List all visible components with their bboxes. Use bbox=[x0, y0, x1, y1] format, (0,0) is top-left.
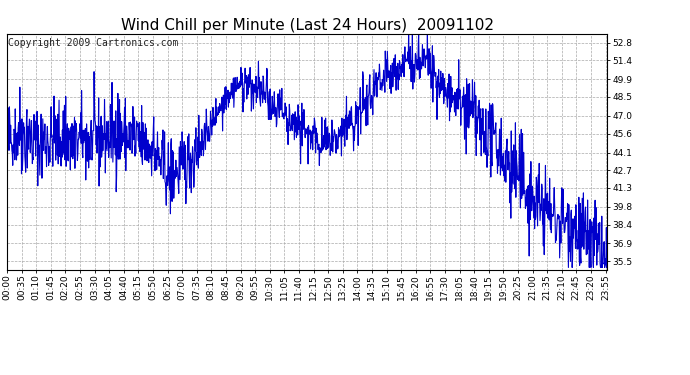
Text: Copyright 2009 Cartronics.com: Copyright 2009 Cartronics.com bbox=[8, 39, 179, 48]
Title: Wind Chill per Minute (Last 24 Hours)  20091102: Wind Chill per Minute (Last 24 Hours) 20… bbox=[121, 18, 493, 33]
